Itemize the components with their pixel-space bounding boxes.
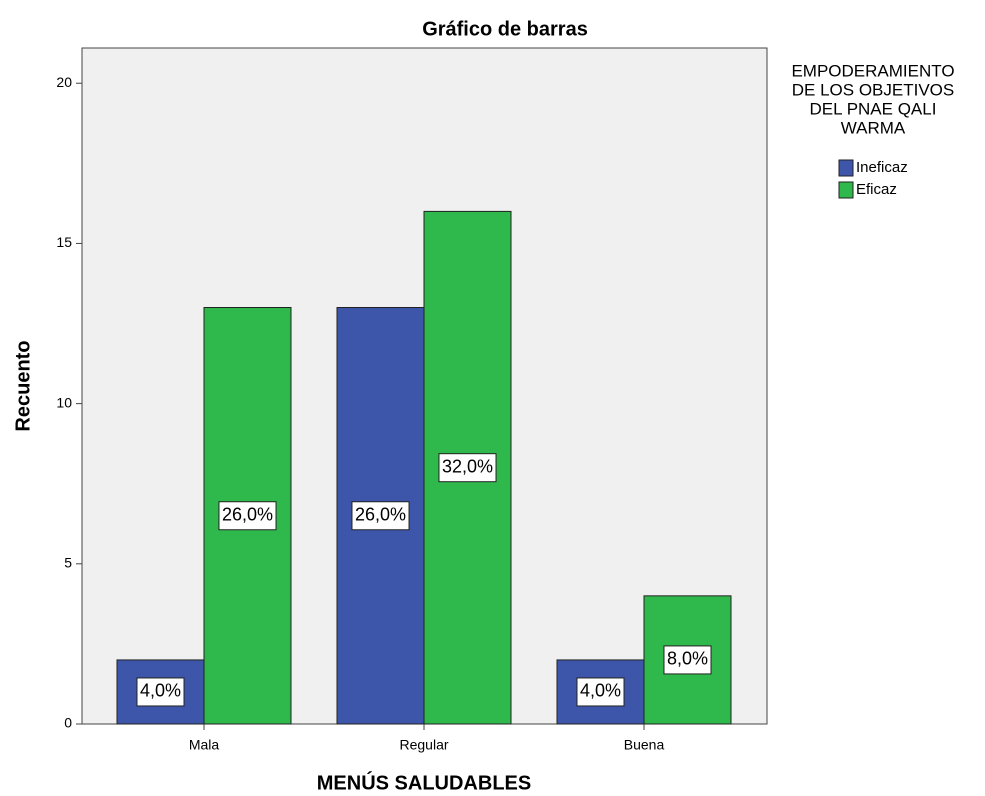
y-tick-label: 5 — [64, 555, 72, 571]
legend-title: DEL PNAE QALI — [810, 99, 937, 118]
chart-title: Gráfico de barras — [422, 18, 588, 40]
value-label-box — [351, 501, 410, 531]
bar — [556, 659, 645, 725]
y-tick-label: 0 — [64, 715, 72, 731]
legend-title: EMPODERAMIENTO — [791, 61, 954, 80]
value-label-box — [136, 677, 185, 707]
x-axis-label: MENÚS SALUDABLES — [317, 770, 531, 794]
value-label-box — [438, 453, 497, 483]
y-tick-label: 10 — [56, 394, 72, 410]
x-tick-label: Mala — [189, 737, 220, 753]
legend-label: Eficaz — [856, 181, 897, 198]
y-tick-label: 20 — [56, 74, 72, 90]
legend-label: Ineficaz — [856, 159, 908, 176]
legend-swatch — [838, 159, 854, 177]
value-label-box — [218, 501, 277, 531]
value-label-box — [576, 677, 625, 707]
legend-title: WARMA — [841, 118, 906, 137]
x-tick-label: Regular — [399, 737, 448, 753]
value-label: 32,0% — [442, 456, 493, 476]
value-label: 4,0% — [140, 681, 181, 701]
value-label: 26,0% — [355, 505, 406, 525]
value-label: 4,0% — [580, 681, 621, 701]
value-label: 8,0% — [667, 649, 708, 669]
y-axis-label: Recuento — [12, 340, 34, 431]
legend-title: DE LOS OBJETIVOS — [792, 80, 955, 99]
x-tick-label: Buena — [624, 737, 665, 753]
value-label: 26,0% — [222, 505, 273, 525]
y-tick-label: 15 — [56, 234, 72, 250]
legend-swatch — [838, 181, 854, 199]
value-label-box — [663, 645, 712, 675]
